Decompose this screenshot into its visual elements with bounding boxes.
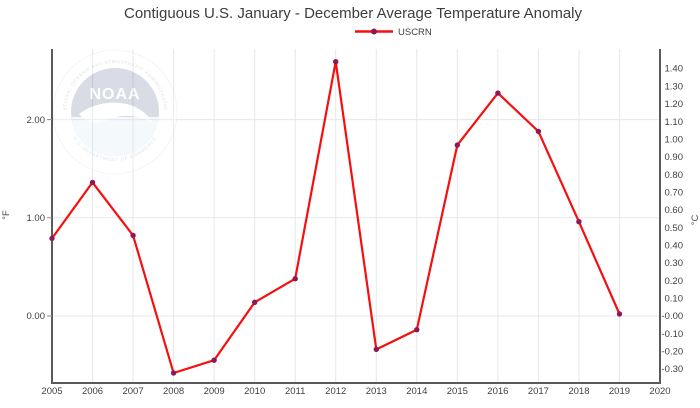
x-tick-label: 2020 [649, 386, 670, 397]
y-tick-label-right: 0.50 [665, 223, 684, 234]
x-tick-label: 2016 [487, 386, 508, 397]
y-tick-label-right: 0.40 [665, 240, 684, 251]
data-point-2008[interactable] [170, 370, 177, 376]
noaa-logo-watermark: NOAA NATIONAL OCEANIC AND ATMOSPHERIC AD… [52, 49, 178, 175]
noaa-logo-wordmark: NOAA [89, 86, 140, 103]
data-point-2007[interactable] [130, 232, 136, 239]
x-tick-label: 2017 [528, 386, 549, 397]
x-tick-label: 2015 [447, 386, 468, 397]
data-point-2019[interactable] [616, 311, 623, 317]
y-tick-label-right: 1.10 [665, 117, 684, 128]
y-tick-label-right: 1.30 [665, 81, 684, 92]
data-point-2015[interactable] [454, 142, 460, 148]
tick-labels: 2.00 1.00 0.00 1.40 1.30 1.20 1.10 1.00 0.90 0.80… [27, 64, 684, 397]
axes [47, 49, 661, 384]
y-tick-label-right: 1.40 [665, 64, 684, 75]
chart-title: Contiguous U.S. January - December Avera… [124, 5, 583, 22]
data-point-2016[interactable] [495, 90, 501, 96]
y-tick-label-right: -0.00 [662, 311, 684, 322]
x-tick-label: 2019 [609, 386, 630, 397]
data-point-2013[interactable] [373, 346, 379, 353]
x-tick-label: 2018 [568, 386, 589, 397]
y-tick-label-right: 0.90 [665, 152, 684, 163]
y-tick-label-right: -0.30 [662, 364, 684, 375]
y-tick-label-right: 0.60 [665, 205, 684, 216]
data-point-2018[interactable] [576, 219, 582, 225]
y-tick-label-left: 1.00 [27, 213, 46, 224]
y-tick-label-right: 0.70 [665, 187, 684, 198]
data-point-2010[interactable] [252, 299, 258, 305]
data-point-2009[interactable] [211, 357, 217, 363]
x-tick-label: 2007 [122, 386, 143, 397]
x-tick-label: 2010 [244, 386, 265, 397]
noaa-logo-gull-icon [79, 102, 153, 124]
noaa-logo-globe [71, 68, 159, 156]
noaa-logo-sea [71, 117, 159, 156]
x-tick-label: 2008 [163, 386, 184, 397]
x-tick-label: 2013 [366, 386, 387, 397]
data-point-2017[interactable] [535, 128, 542, 135]
data-point-2006[interactable] [89, 179, 96, 186]
y-tick-label-right: -0.20 [662, 347, 684, 358]
data-point-2005[interactable] [49, 235, 55, 242]
y-axis-label-fahrenheit: °F [1, 210, 12, 220]
x-tick-label: 2005 [41, 386, 62, 397]
legend[interactable]: USCRN [355, 27, 432, 38]
legend-label: USCRN [398, 27, 432, 38]
legend-marker-dot [371, 28, 377, 35]
data-point-2011[interactable] [292, 276, 298, 282]
gridlines [52, 49, 660, 383]
data-point-2014[interactable] [414, 327, 420, 333]
y-tick-label-right: 1.20 [665, 99, 684, 110]
y-tick-label-right: 0.30 [665, 258, 684, 269]
y-tick-label-right: -0.10 [662, 329, 684, 340]
y-tick-label-left: 0.00 [27, 311, 46, 322]
y-tick-label-right: 0.10 [665, 294, 684, 305]
x-tick-label: 2011 [285, 386, 305, 397]
y-tick-label-right: 1.00 [665, 134, 684, 145]
y-tick-label-right: 0.80 [665, 170, 684, 181]
y-tick-label-right: 0.20 [665, 276, 684, 287]
x-tick-label: 2006 [82, 386, 103, 397]
series-uscrn [49, 59, 623, 376]
x-tick-label: 2009 [204, 386, 225, 397]
y-tick-label-left: 2.00 [27, 115, 46, 126]
x-tick-label: 2012 [325, 386, 346, 397]
x-tick-label: 2014 [406, 386, 427, 397]
data-point-2012[interactable] [333, 59, 339, 65]
y-axis-label-celsius: °C [690, 215, 700, 226]
